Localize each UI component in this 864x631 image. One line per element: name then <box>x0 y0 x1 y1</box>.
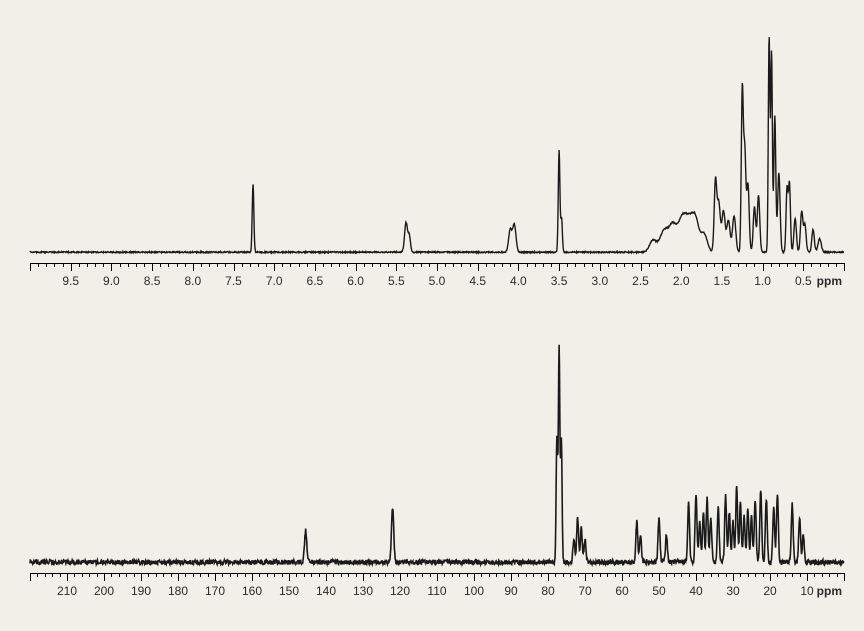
axis-tick-label: 1.0 <box>754 274 771 288</box>
carbon-nmr-panel: 10 20 30 40 50 60 70 80 90 100 110 120 130 140 150 160 1… <box>10 320 854 620</box>
axis-tick-label: 6.0 <box>347 274 364 288</box>
axis-tick-label: 100 <box>464 584 484 598</box>
axis-tick-label: 120 <box>390 584 410 598</box>
axis-tick-label: 4.5 <box>469 274 486 288</box>
axis-tick-label: 6.5 <box>307 274 324 288</box>
proton-nmr-trace <box>30 16 844 262</box>
axis-tick-label: 150 <box>279 584 299 598</box>
axis-tick-label: 9.0 <box>103 274 120 288</box>
axis-tick-label: 60 <box>615 584 628 598</box>
axis-tick-label: 130 <box>353 584 373 598</box>
axis-tick-label: 110 <box>427 584 446 598</box>
axis-tick-label: 210 <box>57 584 77 598</box>
axis-tick-label: 5.5 <box>388 274 405 288</box>
axis-tick-label: 180 <box>168 584 188 598</box>
axis-tick-label: 80 <box>541 584 554 598</box>
axis-tick-label: 9.5 <box>62 274 79 288</box>
carbon-nmr-x-axis: 10 20 30 40 50 60 70 80 90 100 110 120 130 140 150 160 1… <box>30 572 844 600</box>
axis-tick-label: 4.0 <box>510 274 527 288</box>
axis-tick-label: 10 <box>800 584 813 598</box>
axis-tick-label: 7.0 <box>266 274 283 288</box>
axis-tick-label: 2.5 <box>632 274 649 288</box>
axis-tick-label: 40 <box>689 584 702 598</box>
axis-tick-label: 3.0 <box>591 274 608 288</box>
axis-tick-label: 160 <box>242 584 262 598</box>
axis-tick-label: 170 <box>205 584 225 598</box>
axis-tick-label: 50 <box>652 584 665 598</box>
axis-tick-label: 20 <box>763 584 776 598</box>
axis-tick-label: 190 <box>131 584 151 598</box>
axis-unit-label: ppm <box>817 584 842 598</box>
axis-tick-label: 200 <box>94 584 114 598</box>
axis-tick-label: 30 <box>726 584 739 598</box>
axis-tick-label: 8.5 <box>144 274 161 288</box>
proton-nmr-panel: 0.5 1.0 1.5 2.0 2.5 3.0 3.5 4.0 4.5 5.0 5.5 6.0 6.5 7… <box>10 10 854 310</box>
axis-tick-label: 5.0 <box>429 274 446 288</box>
axis-tick-label: 0.5 <box>795 274 812 288</box>
axis-tick-label: 7.5 <box>225 274 242 288</box>
axis-tick-label: 90 <box>504 584 517 598</box>
axis-tick-label: 3.5 <box>551 274 568 288</box>
axis-tick-label: 2.0 <box>673 274 690 288</box>
axis-tick-label: 70 <box>578 584 591 598</box>
axis-tick-label: 1.5 <box>714 274 731 288</box>
axis-tick-label: 140 <box>316 584 336 598</box>
axis-unit-label: ppm <box>817 274 842 288</box>
proton-nmr-x-axis: 0.5 1.0 1.5 2.0 2.5 3.0 3.5 4.0 4.5 5.0 5.5 6.0 6.5 7… <box>30 262 844 290</box>
axis-tick-label: 8.0 <box>184 274 201 288</box>
carbon-nmr-trace <box>30 326 844 572</box>
